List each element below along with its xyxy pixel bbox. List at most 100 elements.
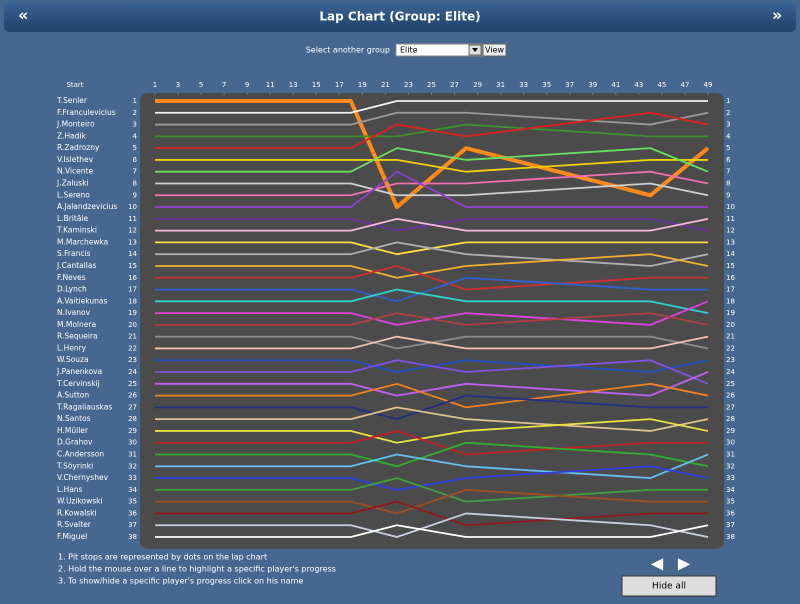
prev-group[interactable]: « (18, 6, 28, 25)
position-label-left: 22 (128, 344, 137, 352)
player-line (155, 159, 708, 173)
player-name[interactable]: A.Jalandzevicius (57, 202, 117, 211)
hide-all-button[interactable] (621, 575, 717, 597)
player-name[interactable]: T.Kaminski (56, 226, 97, 235)
player-name[interactable]: F.Miguel (57, 532, 87, 541)
position-label-right: 2 (726, 109, 730, 117)
lap-label: 49 (704, 81, 713, 89)
player-line (155, 418, 709, 444)
position-label-left: 8 (133, 179, 137, 187)
player-name[interactable]: F.Franculevicius (57, 108, 116, 117)
player-name[interactable]: R.Zadrozny (57, 143, 100, 152)
position-label-right: 17 (726, 286, 735, 294)
player-name[interactable]: N.Vicente (57, 167, 93, 176)
position-label-left: 7 (133, 168, 137, 176)
position-label-right: 8 (726, 179, 730, 187)
player-name[interactable]: J.Zaluski (56, 178, 89, 187)
position-label-right: 3 (726, 121, 730, 129)
player-name[interactable]: L.Britāle (57, 214, 88, 223)
player-name[interactable]: D.Lynch (57, 285, 87, 294)
player-name[interactable]: T.Cervinskij (56, 379, 100, 388)
position-label-right: 6 (726, 156, 731, 164)
player-name[interactable]: W.Souza (57, 355, 89, 364)
player-name[interactable]: S.Francis (57, 249, 91, 258)
player-line (155, 430, 708, 456)
position-label-left: 24 (128, 368, 137, 376)
player-line (155, 512, 709, 538)
player-name[interactable]: N.Santos (57, 414, 91, 423)
position-label-right: 16 (726, 274, 735, 282)
player-name[interactable]: F.Neves (57, 273, 86, 282)
player-name[interactable]: A.Sutton (57, 391, 89, 400)
player-line (155, 99, 710, 210)
player-line (155, 288, 709, 314)
position-label-left: 25 (128, 380, 137, 388)
position-label-left: 31 (128, 451, 137, 459)
position-label-right: 32 (726, 462, 735, 470)
view-button[interactable] (482, 43, 507, 57)
position-label-left: 29 (128, 427, 137, 435)
next-group[interactable]: » (772, 6, 782, 25)
lap-label: 19 (358, 81, 367, 89)
position-label-right: 15 (726, 262, 735, 270)
player-name[interactable]: J.Monteiro (56, 120, 95, 129)
player-name[interactable]: L.Henry (57, 343, 87, 352)
player-name[interactable]: D.Grahov (57, 438, 93, 447)
position-label-right: 20 (726, 321, 735, 329)
player-name[interactable]: R.Sequeira (57, 332, 98, 341)
player-line (155, 371, 709, 397)
player-name[interactable]: M.Marchewka (57, 237, 108, 246)
player-name[interactable]: J.Panenkova (56, 367, 102, 376)
position-label-left: 19 (128, 309, 137, 317)
position-label-left: 28 (128, 415, 137, 423)
nav-next[interactable]: ▶ (678, 554, 691, 573)
player-name[interactable]: W.Uzikowski (57, 497, 103, 506)
nav-prev[interactable]: ◀ (651, 554, 664, 573)
position-label-left: 5 (133, 144, 137, 152)
player-name[interactable]: N.Ivanov (57, 308, 91, 317)
player-name[interactable]: L.Hans (57, 485, 83, 494)
note: 2. Hold the mouse over a line to highlig… (58, 565, 336, 574)
player-name[interactable]: C.Andersson (57, 450, 104, 459)
player-name[interactable]: T.Ragaliauskas (56, 402, 112, 411)
player-name[interactable]: T.Söyrinki (56, 461, 93, 470)
position-label-right: 14 (726, 250, 735, 258)
player-name[interactable]: T.Senler (56, 96, 88, 105)
position-label-left: 16 (128, 274, 137, 282)
player-line (155, 382, 709, 409)
player-line (155, 265, 708, 291)
lap-label: 1 (153, 81, 157, 89)
player-line (155, 182, 709, 197)
player-name[interactable]: J.Cantallas (56, 261, 96, 270)
position-label-left: 38 (128, 533, 137, 541)
player-line (155, 524, 709, 538)
position-label-right: 26 (726, 392, 735, 400)
group-select[interactable] (395, 43, 483, 57)
lap-label: 27 (450, 81, 459, 89)
hide-all-label: Hide all (652, 582, 686, 592)
lap-label: 29 (473, 81, 482, 89)
lap-label: 47 (680, 81, 689, 89)
lap-label: 45 (657, 81, 666, 89)
player-name[interactable]: H.Müller (57, 426, 89, 435)
player-name[interactable]: V.Islethev (57, 155, 94, 164)
position-label-right: 34 (726, 486, 735, 494)
player-line (155, 453, 709, 479)
player-name[interactable]: A.Vaitiekunas (57, 296, 107, 305)
player-line (155, 170, 708, 208)
player-name[interactable]: Z.Hadik (57, 131, 87, 140)
position-label-right: 10 (726, 203, 735, 211)
position-label-left: 9 (133, 191, 137, 199)
player-name[interactable]: R.Kowalski (57, 508, 97, 517)
player-name[interactable]: M.Molnera (57, 320, 96, 329)
player-name[interactable]: R.Svalter (57, 520, 92, 529)
player-line (155, 241, 709, 267)
position-label-right: 22 (726, 344, 735, 352)
lap-label: 3 (176, 81, 180, 89)
position-label-left: 6 (133, 156, 138, 164)
player-line (155, 217, 709, 232)
position-label-right: 4 (726, 132, 731, 140)
player-name[interactable]: L.Sereno (57, 190, 90, 199)
player-name[interactable]: V.Chernyshev (57, 473, 109, 482)
